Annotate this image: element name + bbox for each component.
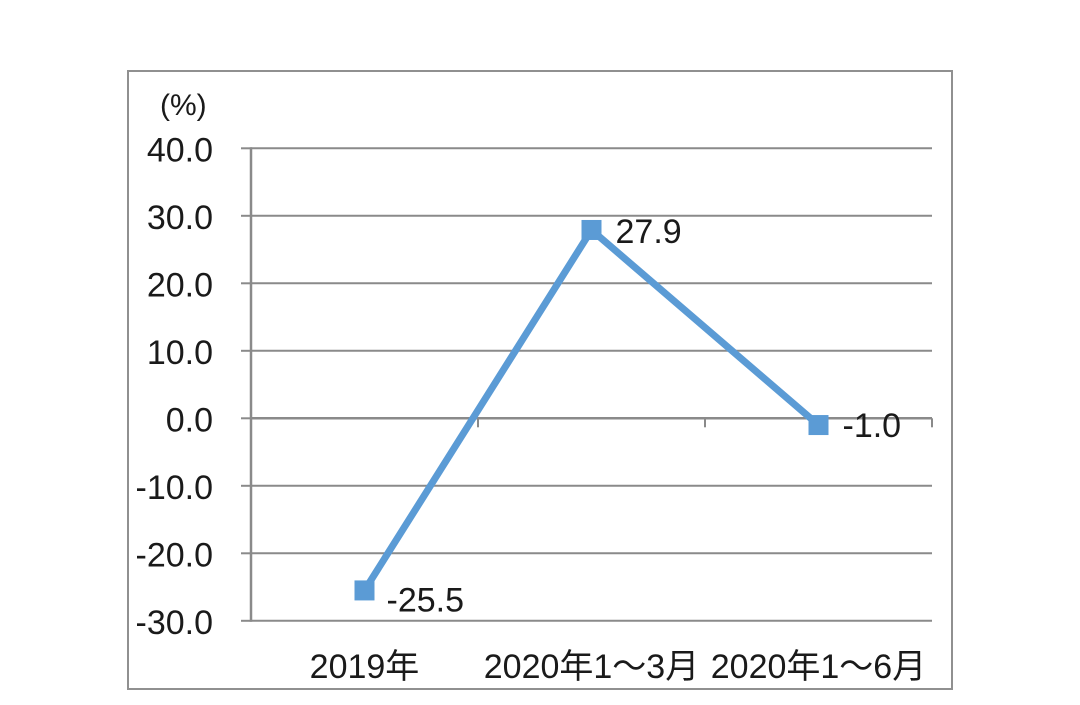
y-tick-label: -30.0 — [136, 604, 214, 642]
y-tick-label: -20.0 — [136, 536, 214, 574]
data-point-label: -1.0 — [843, 407, 902, 445]
y-tick-label: 40.0 — [147, 131, 213, 169]
x-category-label: 2019年 — [310, 648, 420, 686]
data-point-marker — [581, 219, 602, 240]
x-category-label: 2020年1～3月 — [484, 648, 699, 686]
x-category-label: 2020年1～6月 — [711, 648, 926, 686]
data-point-label: -25.5 — [387, 581, 465, 619]
chart-frame — [127, 70, 953, 690]
y-tick-label: 0.0 — [166, 401, 213, 439]
y-tick-label: 20.0 — [147, 266, 213, 304]
y-tick-label: -10.0 — [136, 469, 214, 507]
y-axis-unit-label: (%) — [160, 89, 207, 122]
data-point-marker — [354, 580, 375, 601]
y-tick-label: 30.0 — [147, 199, 213, 237]
data-point-label: 27.9 — [616, 213, 682, 251]
data-point-marker — [808, 415, 829, 436]
y-tick-label: 10.0 — [147, 334, 213, 372]
